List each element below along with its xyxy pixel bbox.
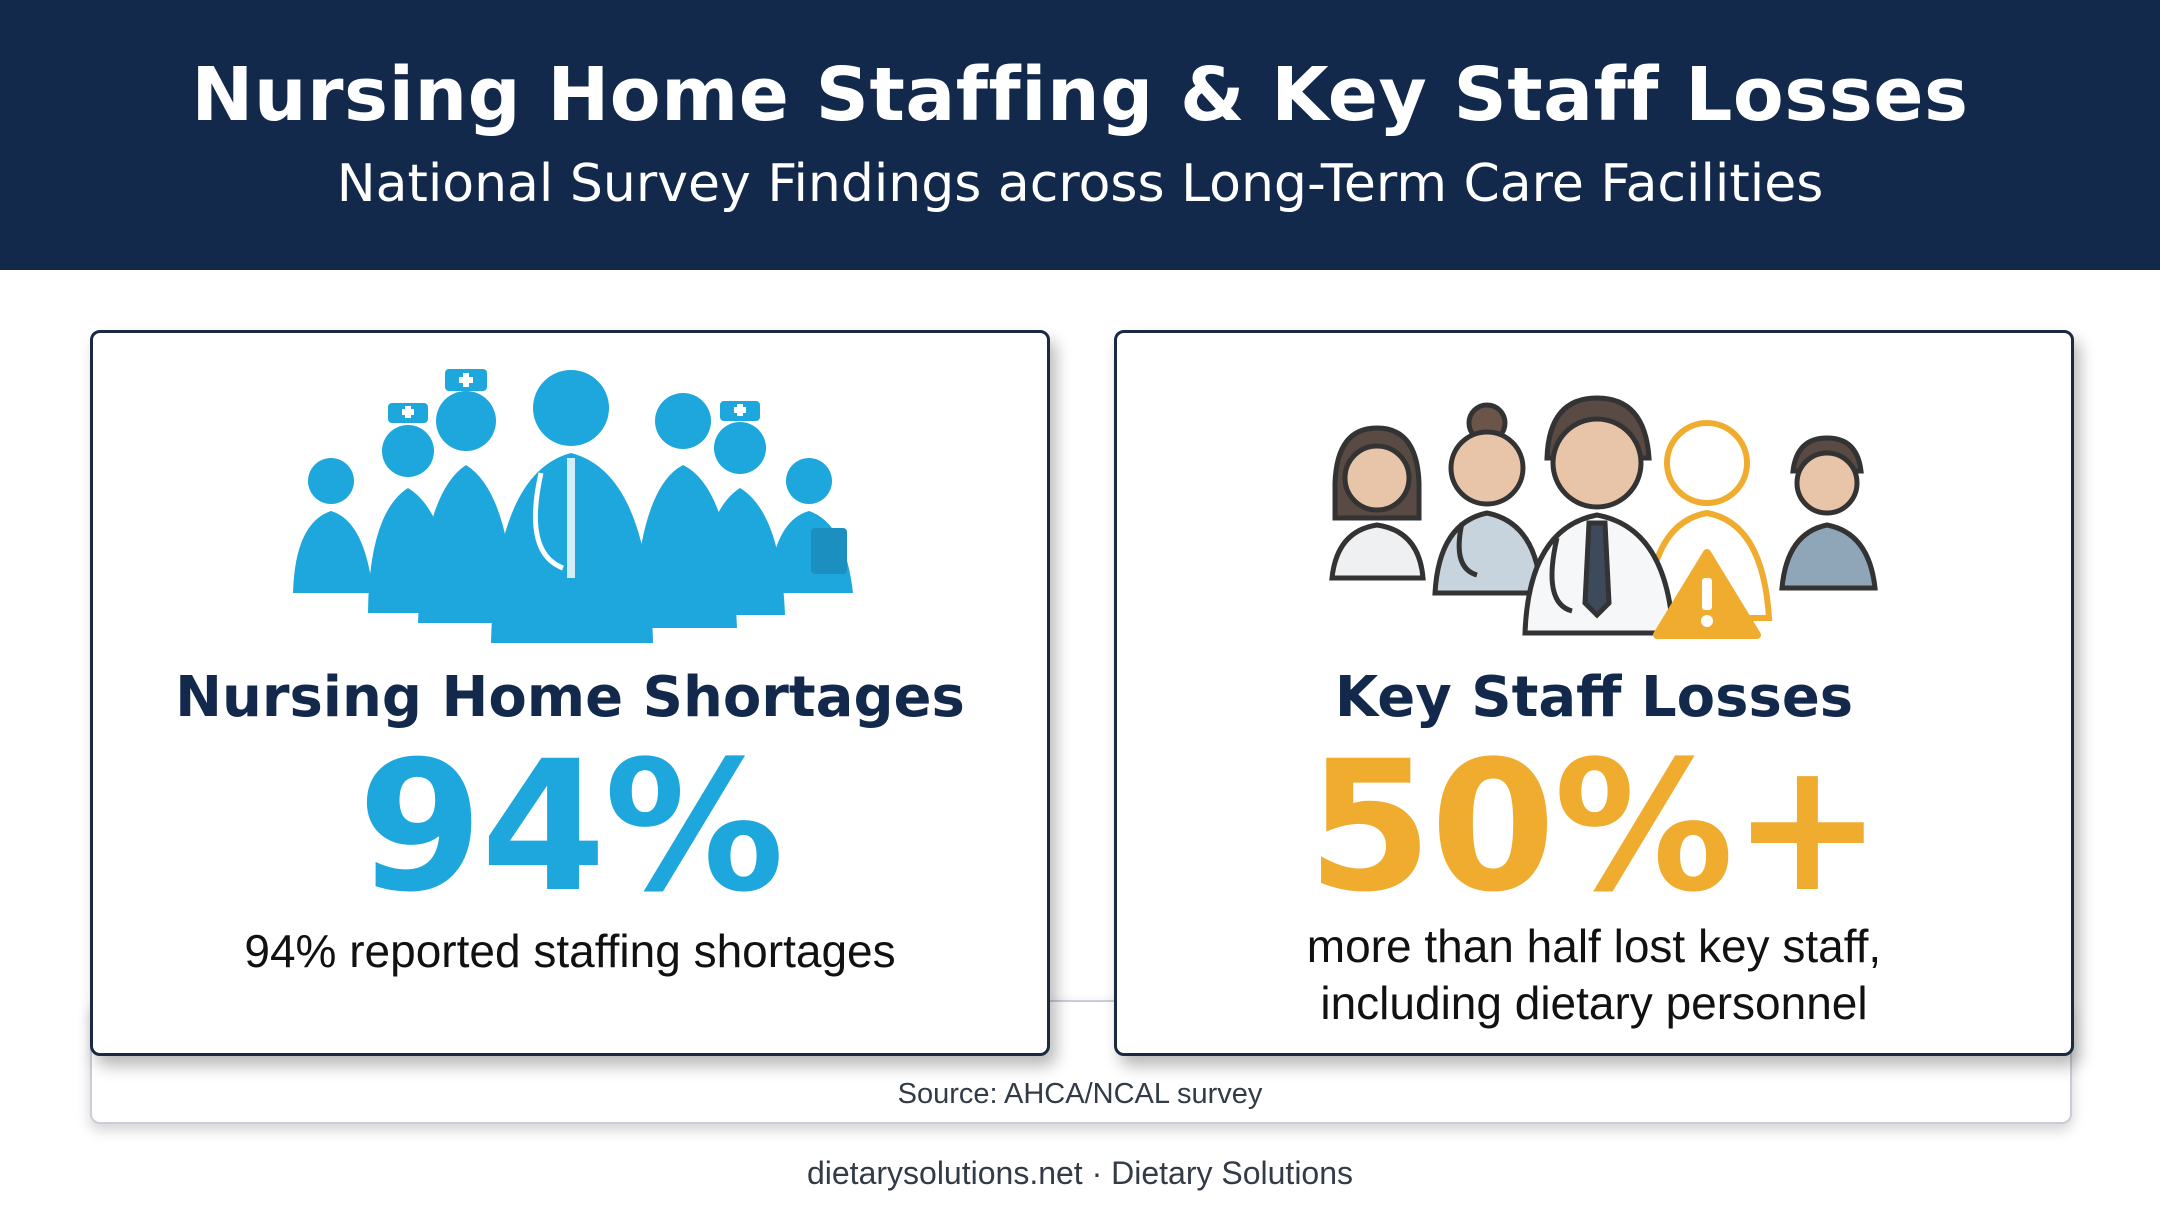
- shortages-title: Nursing Home Shortages: [175, 665, 965, 730]
- footer-credit: dietarysolutions.net · Dietary Solutions: [806, 1155, 1354, 1191]
- staff-losses-stat: 50%+: [1307, 723, 1883, 932]
- staff-losses-description-line-2: including dietary personnel: [1320, 977, 1868, 1029]
- staff-losses-description: more than half lost key staff, including…: [1157, 918, 2031, 1032]
- shortages-stat: 94%: [357, 723, 785, 932]
- healthcare-staff-group-icon: [293, 369, 853, 643]
- staff-losses-description-line-1: more than half lost key staff,: [1306, 920, 1882, 972]
- shortages-description: 94% reported staffing shortages: [244, 925, 896, 977]
- header-banner: Nursing Home Staffing & Key Staff Losses…: [0, 0, 2160, 270]
- shortages-card: Nursing Home Shortages 94% 94% reported …: [90, 330, 1050, 1056]
- page-title: Nursing Home Staffing & Key Staff Losses: [191, 52, 1969, 138]
- page-subtitle: National Survey Findings across Long-Ter…: [336, 154, 1824, 214]
- staff-losses-card: Key Staff Losses 50%+ more than half los…: [1114, 330, 2074, 1056]
- source-note: Source: AHCA/NCAL survey: [897, 1078, 1263, 1110]
- staff-losses-title: Key Staff Losses: [1334, 665, 1854, 730]
- staff-loss-warning-icon: [1329, 395, 1878, 639]
